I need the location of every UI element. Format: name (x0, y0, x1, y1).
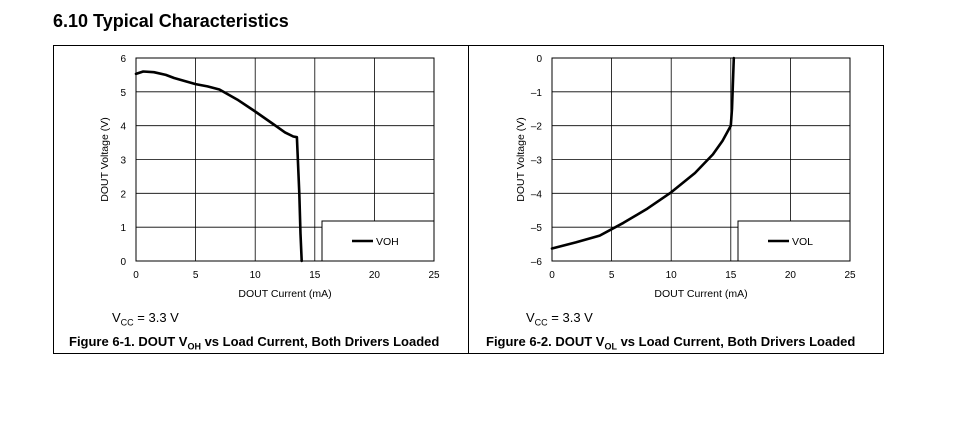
y-tick-label: 3 (120, 156, 126, 167)
chart-voh: 0 5 10 15 20 25 0 1 2 3 4 5 6 DOUT Current (mA) DOUT V… (99, 54, 440, 300)
legend-box (321, 220, 435, 262)
x-tick-label: 25 (844, 270, 856, 281)
series-line-vol (550, 56, 736, 250)
x-tick-label: 15 (309, 270, 321, 281)
x-tick-label: 10 (666, 270, 678, 281)
legend-label: VOL (792, 236, 813, 248)
y-tick-label: –2 (531, 122, 543, 133)
condition-vcc-2: VCC = 3.3 V (526, 310, 593, 328)
y-tick-label: 5 (120, 88, 126, 99)
condition-vcc-1: VCC = 3.3 V (112, 310, 179, 328)
y-tick-label: 1 (120, 223, 126, 234)
plot-area (551, 57, 851, 262)
x-tick-label: 5 (193, 270, 199, 281)
series-line-voh (134, 70, 303, 263)
x-tick-label: 5 (609, 270, 615, 281)
y-tick-label: –1 (531, 88, 543, 99)
y-tick-label: 0 (120, 257, 126, 268)
x-axis-label: DOUT Current (mA) (238, 288, 331, 300)
figure-divider (468, 45, 469, 354)
x-tick-label: 0 (133, 270, 139, 281)
figure-caption-1: Figure 6-1. DOUT VOH vs Load Current, Bo… (69, 334, 440, 352)
figure-caption-2: Figure 6-2. DOUT VOL vs Load Current, Bo… (486, 334, 856, 352)
x-tick-label: 20 (369, 270, 381, 281)
y-tick-label: –3 (531, 156, 543, 167)
legend-label: VOH (376, 236, 399, 248)
y-tick-label: 0 (536, 54, 542, 65)
y-axis-label: DOUT Voltage (V) (515, 117, 527, 201)
y-tick-label: 4 (120, 122, 126, 133)
section-title: 6.10 Typical Characteristics (53, 11, 289, 31)
y-tick-label: 6 (120, 54, 126, 65)
x-tick-label: 10 (250, 270, 262, 281)
x-tick-label: 20 (785, 270, 797, 281)
x-tick-label: 15 (725, 270, 737, 281)
x-axis-label: DOUT Current (mA) (654, 288, 747, 300)
y-tick-label: 2 (120, 189, 126, 200)
x-tick-label: 0 (549, 270, 555, 281)
y-tick-label: –4 (531, 189, 543, 200)
chart-vol: 0 5 10 15 20 25 0 –1 –2 –3 –4 –5 –6 DOUT Current (mA)… (515, 54, 856, 300)
x-tick-label: 25 (428, 270, 440, 281)
y-tick-label: –5 (531, 223, 543, 234)
y-axis-label: DOUT Voltage (V) (99, 117, 111, 201)
plot-area (135, 57, 435, 262)
legend-box (737, 220, 851, 262)
y-tick-label: –6 (531, 257, 543, 268)
